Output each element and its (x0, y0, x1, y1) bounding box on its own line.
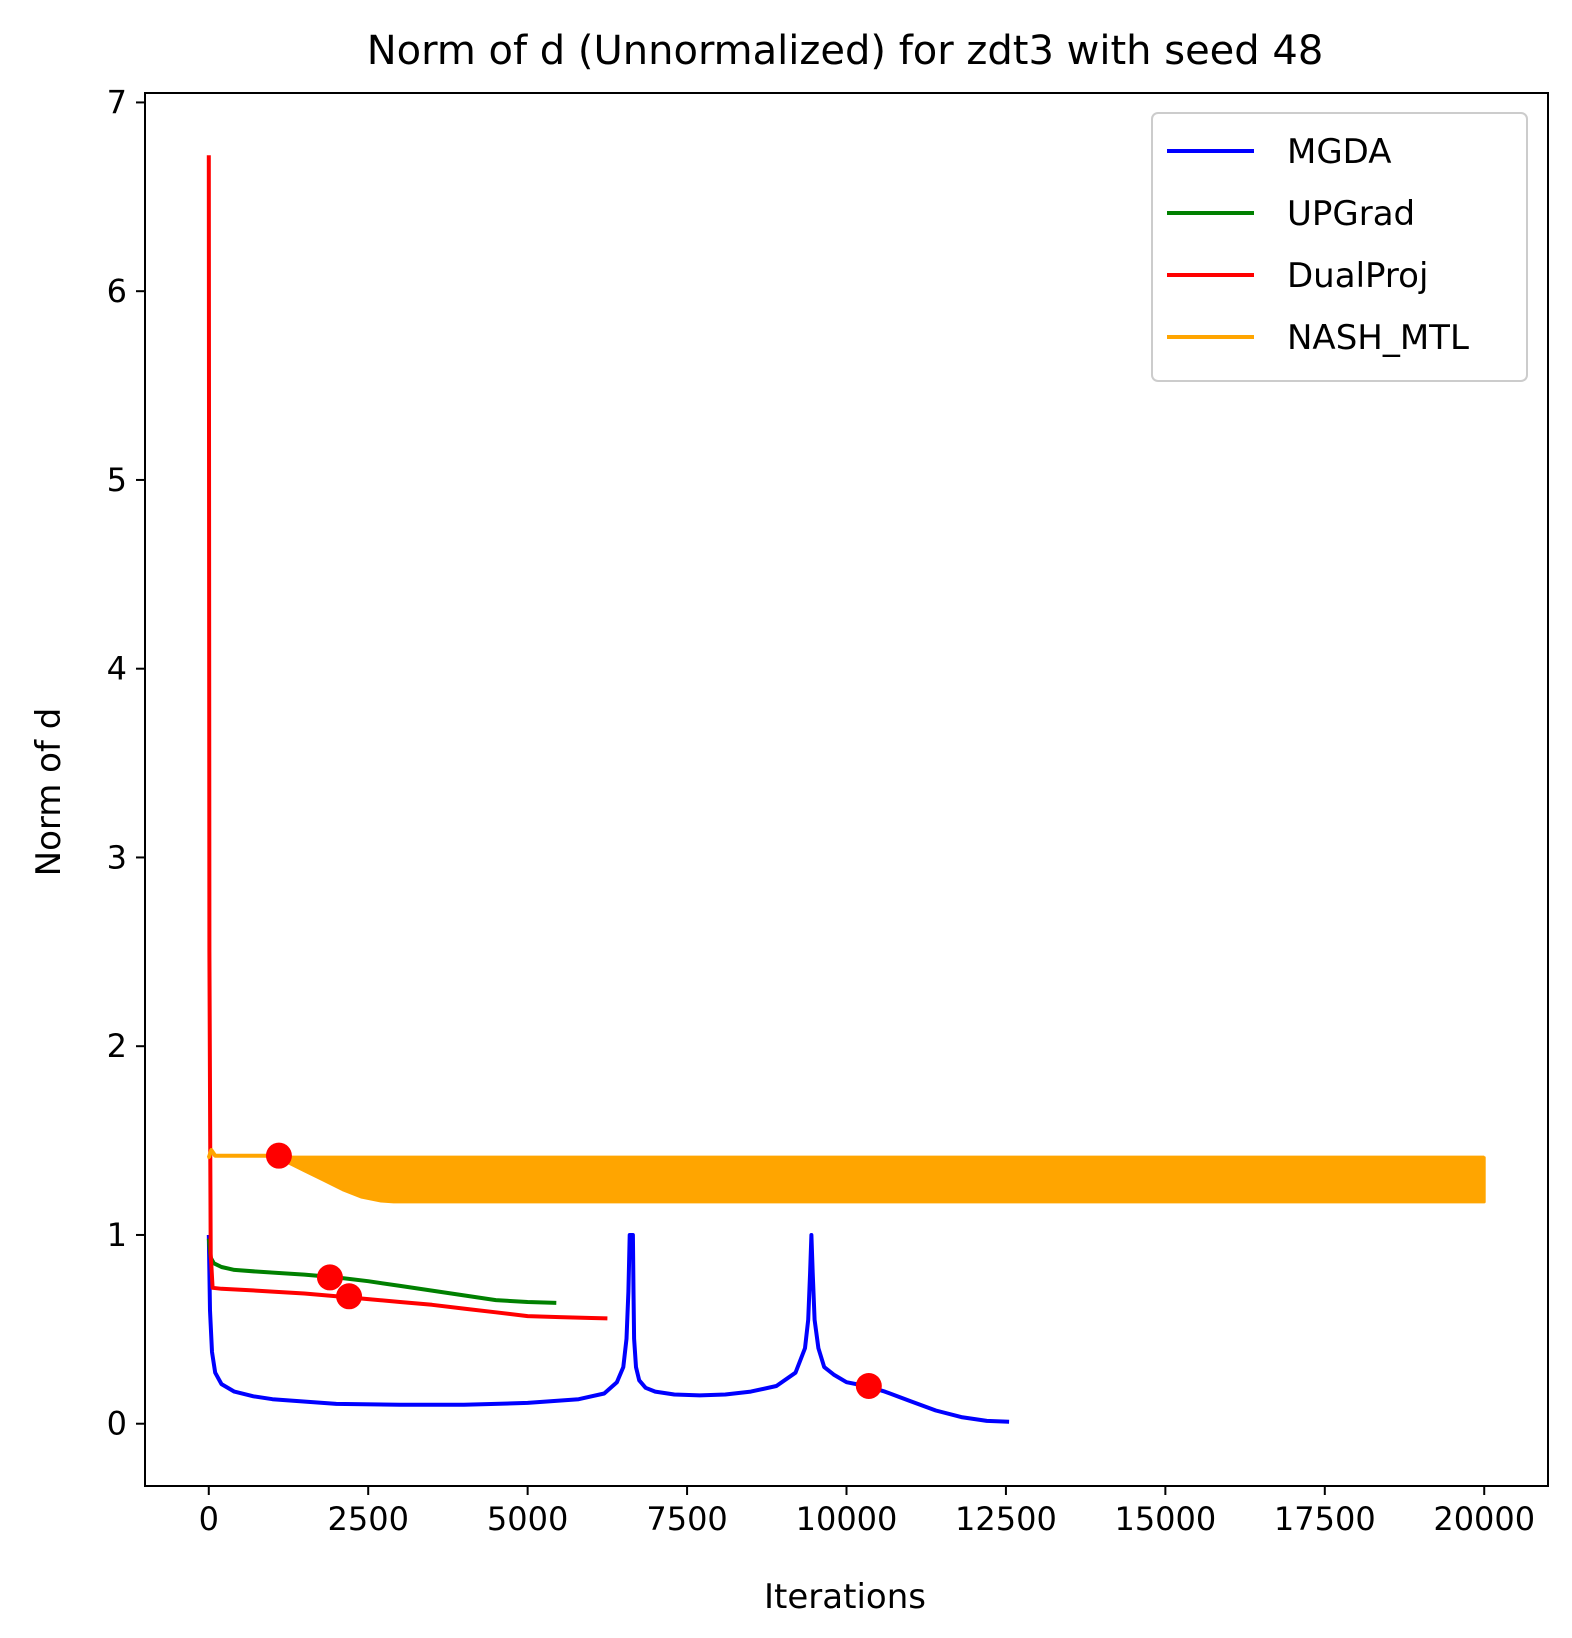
marker-point-1 (265, 1142, 292, 1169)
series-mgda-line (206, 1233, 1010, 1424)
x-tick-label: 10000 (796, 1500, 898, 1538)
y-tick-label: 1 (107, 1216, 127, 1254)
x-tick-label: 0 (199, 1500, 219, 1538)
marker-point-4 (855, 1372, 882, 1399)
legend-label-dualproj: DualProj (1287, 256, 1428, 296)
legend-label-mgda: MGDA (1287, 132, 1392, 172)
y-tick-label: 5 (107, 461, 127, 499)
marker-point-2 (316, 1264, 343, 1291)
legend-label-nash-mtl: NASH_MTL (1287, 318, 1469, 358)
x-tick-label: 12500 (955, 1500, 1057, 1538)
x-tick-label: 20000 (1433, 1500, 1535, 1538)
y-tick-label: 3 (107, 838, 127, 876)
series-nash-mtl-line (206, 1148, 1485, 1160)
x-tick-label: 17500 (1274, 1500, 1376, 1538)
chart-title: Norm of d (Unnormalized) for zdt3 with s… (367, 28, 1324, 74)
x-axis-label: Iterations (764, 1577, 926, 1617)
legend-label-upgrad: UPGrad (1287, 194, 1415, 234)
legend: MGDA UPGrad DualProj NASH_MTL (1151, 112, 1528, 382)
axes-layer: 0 2500 5000 7500 10000 12500 15000 17500 20000 0 1… (107, 83, 1549, 1538)
y-tick-label: 6 (107, 272, 127, 310)
legend-box (1151, 112, 1528, 382)
y-axis-label: Norm of d (29, 708, 69, 877)
x-tick-label: 15000 (1114, 1500, 1216, 1538)
y-tick-label: 0 (107, 1405, 127, 1443)
x-tick-label: 7500 (646, 1500, 727, 1538)
x-tick-label: 5000 (487, 1500, 568, 1538)
y-tick-label: 7 (107, 83, 127, 121)
marker-point-3 (336, 1283, 363, 1310)
y-tick-label: 4 (107, 650, 127, 688)
x-tick-label: 2500 (327, 1500, 408, 1538)
markers-layer (265, 1142, 882, 1399)
y-tick-label: 2 (107, 1027, 127, 1065)
